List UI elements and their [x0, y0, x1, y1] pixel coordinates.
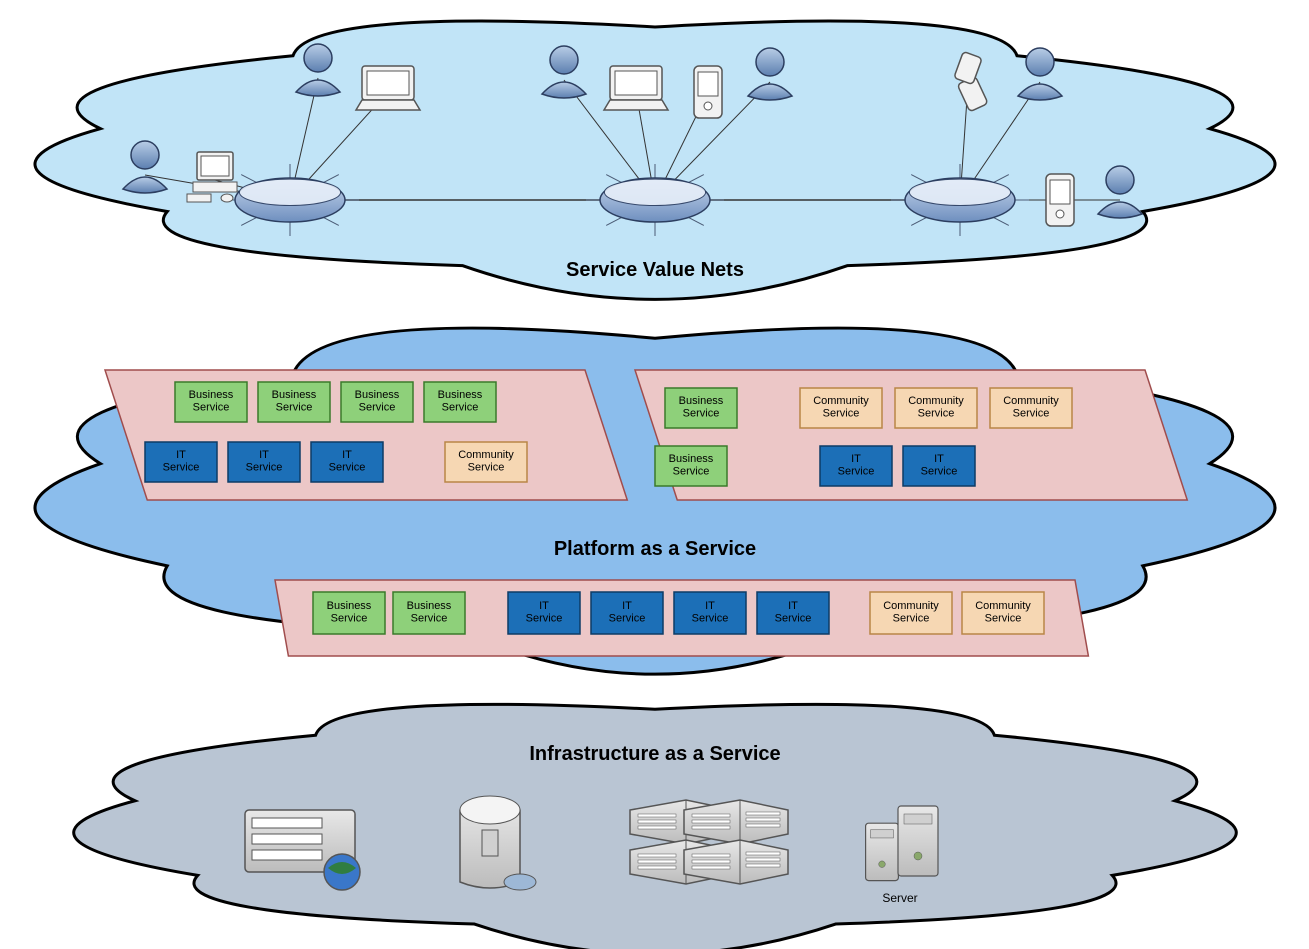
svg-text:BusinessService: BusinessService	[407, 600, 452, 625]
network-hub	[586, 164, 724, 236]
service-box-it: ITService	[903, 446, 975, 486]
service-box-business: BusinessService	[341, 382, 413, 422]
service-box-business: BusinessService	[258, 382, 330, 422]
svg-text:BusinessService: BusinessService	[189, 389, 234, 414]
service-box-it: ITService	[311, 442, 383, 482]
service-box-it: ITService	[145, 442, 217, 482]
service-box-it: ITService	[228, 442, 300, 482]
svg-text:BusinessService: BusinessService	[355, 389, 400, 414]
service-box-community: CommunityService	[990, 388, 1072, 428]
layer-title-svn: Service Value Nets	[566, 259, 744, 281]
paas-panel-0: BusinessService BusinessService BusinessSe…	[105, 370, 627, 500]
service-box-it: ITService	[757, 592, 829, 634]
service-box-business: BusinessService	[665, 388, 737, 428]
service-box-it: ITService	[674, 592, 746, 634]
service-box-community: CommunityService	[870, 592, 952, 634]
layer-title-iaas: Infrastructure as a Service	[529, 743, 780, 765]
svg-text:BusinessService: BusinessService	[679, 395, 724, 420]
service-box-community: CommunityService	[895, 388, 977, 428]
network-hub	[221, 164, 359, 236]
service-box-it: ITService	[591, 592, 663, 634]
svg-text:BusinessService: BusinessService	[272, 389, 317, 414]
svg-text:Server: Server	[882, 891, 917, 905]
service-box-it: ITService	[820, 446, 892, 486]
svg-text:BusinessService: BusinessService	[669, 453, 714, 478]
svg-text:BusinessService: BusinessService	[327, 600, 372, 625]
service-box-business: BusinessService	[655, 446, 727, 486]
laptop-icon	[604, 66, 668, 110]
layer-title-paas: Platform as a Service	[554, 538, 756, 560]
service-box-business: BusinessService	[424, 382, 496, 422]
pda-icon	[694, 66, 722, 118]
service-box-community: CommunityService	[962, 592, 1044, 634]
service-box-community: CommunityService	[800, 388, 882, 428]
service-box-business: BusinessService	[313, 592, 385, 634]
paas-panel-2: BusinessService BusinessService ITService I…	[275, 580, 1088, 656]
svg-text:BusinessService: BusinessService	[438, 389, 483, 414]
service-box-community: CommunityService	[445, 442, 527, 482]
service-box-business: BusinessService	[175, 382, 247, 422]
laptop-icon	[356, 66, 420, 110]
pda-icon	[1046, 174, 1074, 226]
paas-panel-1: BusinessService BusinessService CommunityS…	[635, 370, 1187, 500]
network-hub	[891, 164, 1029, 236]
service-box-business: BusinessService	[393, 592, 465, 634]
service-box-it: ITService	[508, 592, 580, 634]
